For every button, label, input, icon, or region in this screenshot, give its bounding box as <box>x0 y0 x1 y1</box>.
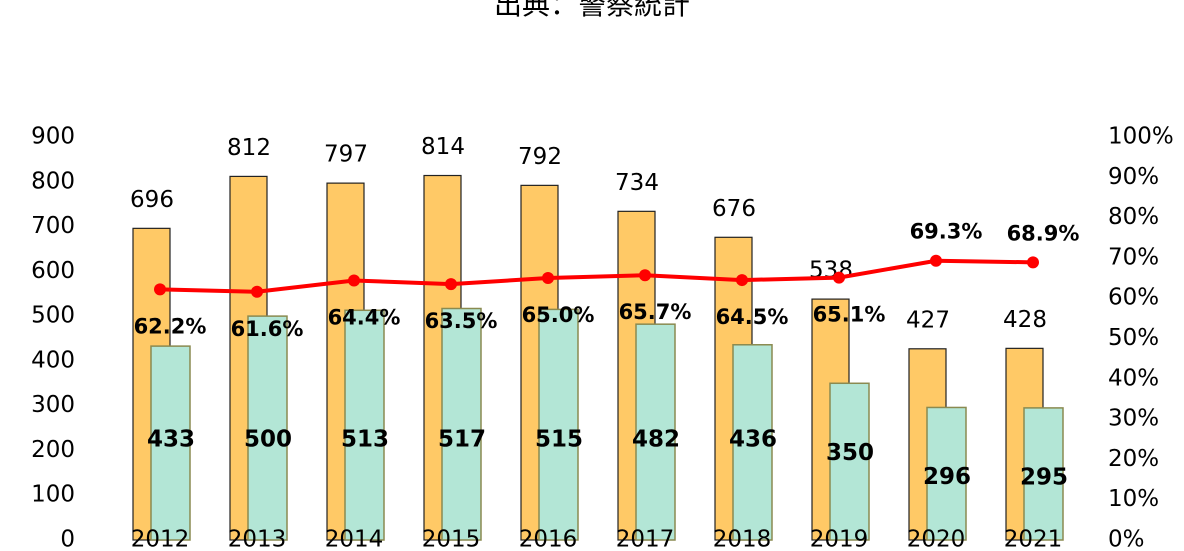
chart-title: 出典：警察統計 <box>494 0 690 21</box>
data-label: 482 <box>632 427 680 453</box>
bar <box>247 315 288 541</box>
data-label: 797 <box>324 142 368 168</box>
data-label: 734 <box>615 170 659 196</box>
x-tick-label: 2019 <box>810 527 869 551</box>
y-tick-label: 300 <box>31 392 75 418</box>
data-label: 517 <box>438 427 486 453</box>
bar <box>344 309 385 541</box>
x-tick-label: 2013 <box>228 527 287 551</box>
line-marker <box>542 272 554 285</box>
y2-tick-label: 10% <box>1108 486 1159 512</box>
bar <box>829 382 870 541</box>
data-label: 61.6% <box>231 317 304 341</box>
data-label: 62.2% <box>134 314 207 338</box>
y2-tick-label: 0% <box>1108 527 1145 551</box>
y2-tick-label: 40% <box>1108 365 1159 391</box>
y2-tick-label: 30% <box>1108 406 1159 432</box>
y-tick-label: 200 <box>31 437 75 463</box>
y-tick-label: 500 <box>31 303 75 329</box>
data-label: 350 <box>826 440 874 466</box>
y-tick-label: 900 <box>31 124 75 150</box>
line-marker <box>251 285 263 298</box>
data-label: 64.5% <box>716 305 789 329</box>
line-marker <box>1027 256 1039 269</box>
line-marker <box>445 278 457 291</box>
y2-tick-label: 60% <box>1108 285 1159 311</box>
bar <box>926 406 967 541</box>
data-label: 68.9% <box>1007 221 1080 245</box>
data-label: 676 <box>712 196 756 222</box>
data-label: 812 <box>227 135 271 161</box>
y2-tick-label: 20% <box>1108 446 1159 472</box>
data-label: 428 <box>1003 307 1047 333</box>
line-marker <box>833 271 845 284</box>
data-label: 63.5% <box>425 309 498 333</box>
y2-tick-label: 50% <box>1108 325 1159 351</box>
data-label: 65.1% <box>813 303 886 327</box>
bar <box>732 344 773 541</box>
y2-tick-label: 100% <box>1108 124 1174 150</box>
y-tick-label: 100 <box>31 482 75 508</box>
x-tick-label: 2018 <box>713 527 772 551</box>
line-marker <box>154 283 166 296</box>
x-tick-label: 2017 <box>616 527 675 551</box>
bar <box>441 307 482 541</box>
x-tick-label: 2020 <box>907 527 966 551</box>
y-tick-label: 0 <box>60 527 75 551</box>
data-label: 65.7% <box>619 300 692 324</box>
bar <box>150 345 191 541</box>
line <box>159 258 1034 294</box>
data-label: 65.0% <box>522 303 595 327</box>
data-label: 295 <box>1020 464 1068 490</box>
x-tick-label: 2014 <box>325 527 384 551</box>
y-tick-label: 700 <box>31 213 75 239</box>
data-label: 500 <box>244 427 292 453</box>
data-label: 515 <box>535 427 583 453</box>
data-label: 696 <box>130 187 174 213</box>
data-label: 513 <box>341 427 389 453</box>
data-label: 792 <box>518 144 562 170</box>
line-marker <box>930 254 942 267</box>
bar <box>1023 407 1064 541</box>
y-tick-label: 400 <box>31 347 75 373</box>
y-tick-label: 600 <box>31 258 75 284</box>
y2-tick-label: 90% <box>1108 164 1159 190</box>
x-tick-label: 2012 <box>131 527 190 551</box>
data-label: 427 <box>906 307 950 333</box>
line-marker <box>348 274 360 287</box>
data-label: 64.4% <box>328 305 401 329</box>
bar <box>635 323 676 541</box>
x-tick-label: 2021 <box>1004 527 1063 551</box>
x-tick-label: 2015 <box>422 527 481 551</box>
x-tick-label: 2016 <box>519 527 578 551</box>
bar <box>538 308 579 541</box>
data-label: 433 <box>147 427 195 453</box>
data-label: 436 <box>729 427 777 453</box>
data-label: 814 <box>421 134 465 160</box>
y2-tick-label: 80% <box>1108 204 1159 230</box>
line-marker <box>639 269 651 282</box>
data-label: 69.3% <box>910 220 983 244</box>
y2-tick-label: 70% <box>1108 244 1159 270</box>
line-marker <box>736 274 748 287</box>
data-label: 296 <box>923 464 971 490</box>
y-tick-label: 800 <box>31 168 75 194</box>
